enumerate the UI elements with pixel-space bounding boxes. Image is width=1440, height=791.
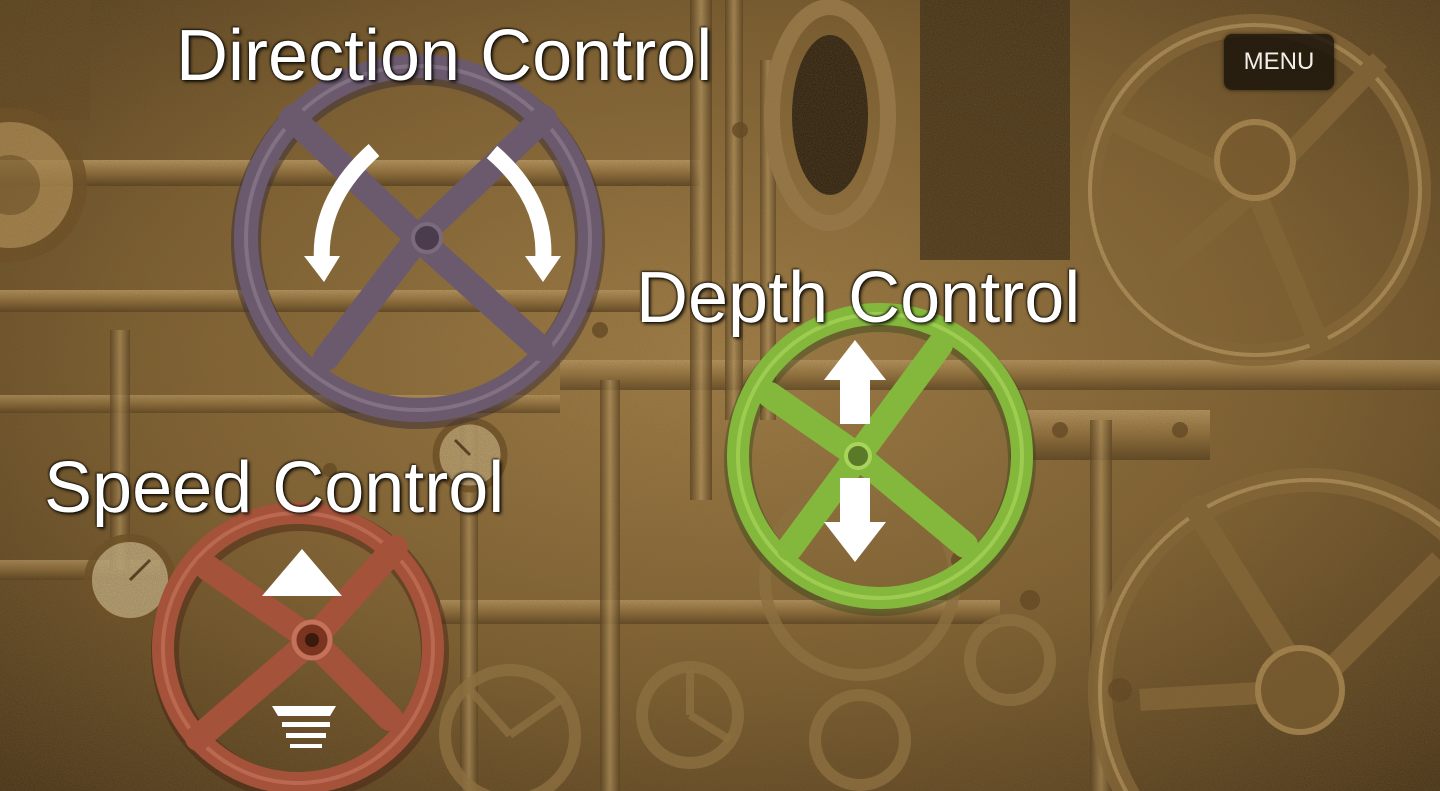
direction-control-label: Direction Control	[176, 16, 713, 96]
direction-control-wheel[interactable]	[231, 54, 605, 429]
speed-control-label: Speed Control	[44, 448, 505, 528]
depth-control-wheel[interactable]	[724, 303, 1036, 616]
depth-control-label: Depth Control	[636, 258, 1081, 338]
menu-button[interactable]: MENU	[1224, 34, 1334, 90]
rotate-right-arrow-icon	[486, 145, 561, 282]
decrease-lines-icon	[272, 706, 336, 748]
up-arrow-icon	[824, 340, 886, 424]
increase-triangle-icon	[262, 549, 342, 596]
down-arrow-icon	[824, 478, 886, 562]
speed-control-wheel[interactable]	[151, 502, 449, 791]
rotate-left-arrow-icon	[304, 144, 380, 282]
